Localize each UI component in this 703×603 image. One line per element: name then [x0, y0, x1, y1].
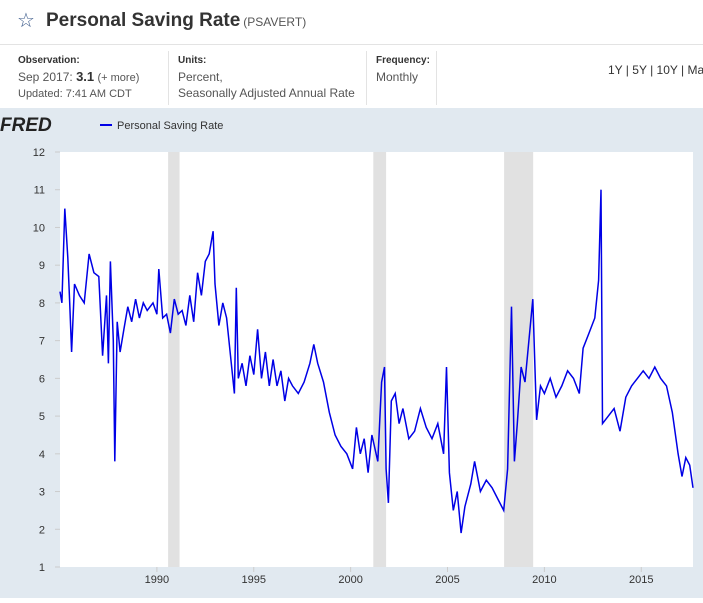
range-divider: | — [622, 63, 633, 77]
info-bar: Observation: Sep 2017: 3.1 (+ more) Upda… — [0, 45, 703, 107]
y-tick-label: 5 — [39, 411, 45, 423]
x-tick-label: 1990 — [145, 574, 169, 586]
chart-container: FRED 1 2 3 4 5 6 7 8 9 10 11 12 1990 1995 2000 2005 2010… — [0, 108, 703, 598]
label: Observation: — [18, 55, 80, 66]
obs-value: 3.1 — [76, 69, 95, 84]
y-tick-label: 9 — [39, 260, 45, 272]
separator — [366, 51, 367, 105]
y-tick-label: 3 — [39, 487, 45, 499]
x-tick-label: 1995 — [242, 574, 266, 586]
series-id: (PSAVERT) — [243, 15, 307, 29]
range-buttons: 1Y | 5Y | 10Y | Ma — [608, 63, 703, 77]
range-divider: | — [646, 63, 657, 77]
more-link[interactable]: (+ more) — [97, 72, 140, 84]
range-button[interactable]: Ma — [687, 63, 703, 77]
recession-band — [504, 152, 534, 567]
title-text: Personal Saving Rate — [46, 10, 241, 31]
fred-logo: FRED — [0, 115, 52, 136]
recession-band — [373, 152, 387, 567]
label: Frequency: — [376, 55, 430, 66]
legend-label: Personal Saving Rate — [117, 120, 223, 132]
frequency-text: Monthly — [376, 70, 419, 84]
y-tick-label: 4 — [39, 449, 45, 461]
y-tick-label: 1 — [39, 562, 45, 574]
x-tick-label: 2005 — [435, 574, 459, 586]
label: Units: — [178, 55, 207, 66]
updated: Updated: 7:41 AM CDT — [18, 88, 132, 100]
y-tick-label: 7 — [39, 336, 45, 348]
x-tick-label: 2015 — [629, 574, 653, 586]
units: Units: Percent, Seasonally Adjusted Annu… — [178, 53, 355, 101]
range-button[interactable]: 10Y — [656, 63, 678, 77]
range-divider: | — [677, 63, 688, 77]
y-tick-label: 10 — [33, 222, 45, 234]
header: ☆ Personal Saving Rate (PSAVERT) — [0, 0, 703, 45]
y-tick-label: 2 — [39, 524, 45, 536]
y-tick-label: 11 — [34, 185, 45, 197]
obs-date: Sep 2017: — [18, 70, 73, 84]
frequency: Frequency: Monthly — [376, 53, 430, 85]
recession-band — [168, 152, 180, 567]
series-title: Personal Saving Rate (PSAVERT) — [46, 10, 306, 32]
range-button[interactable]: 1Y — [608, 63, 623, 77]
y-tick-label: 6 — [39, 373, 45, 385]
separator — [436, 51, 437, 105]
range-button[interactable]: 5Y — [632, 63, 647, 77]
y-tick-label: 8 — [39, 298, 45, 310]
favorite-star[interactable]: ☆ — [17, 10, 35, 32]
observation: Observation: Sep 2017: 3.1 (+ more) Upda… — [18, 53, 139, 102]
separator — [168, 51, 169, 105]
units-text: Seasonally Adjusted Annual Rate — [178, 86, 355, 100]
series-line — [59, 189, 694, 534]
units-text: Percent, — [178, 70, 223, 84]
x-tick-label: 2000 — [338, 574, 362, 586]
x-tick-label: 2010 — [532, 574, 556, 586]
y-tick-label: 12 — [33, 147, 45, 159]
